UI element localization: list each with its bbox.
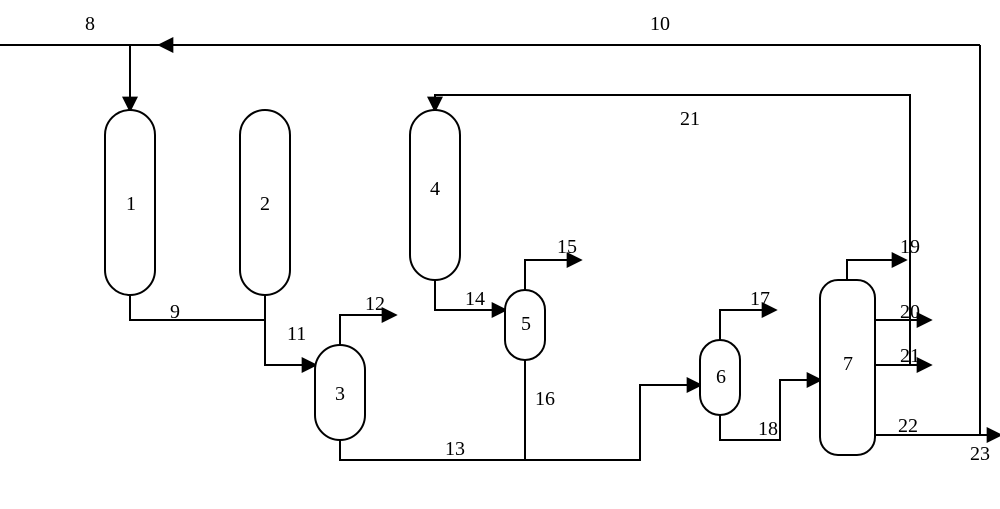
label-l12: 12 [365,293,385,315]
label-l23: 23 [970,443,990,465]
flow-e15 [525,260,580,290]
label-l16: 16 [535,388,555,410]
label-l11: 11 [287,323,306,345]
flow-e12 [340,315,395,345]
label-l20: 20 [900,301,920,323]
label-l21a: 21 [680,108,700,130]
flow-e13 [340,385,700,460]
label-n4: 4 [430,178,440,200]
label-l22: 22 [898,415,918,437]
label-n3: 3 [335,383,345,405]
label-l14: 14 [465,288,485,310]
label-l15: 15 [557,236,577,258]
process-flow-diagram: 123456789101112131415161718192021212223 [0,0,1000,509]
label-l9: 9 [170,301,180,323]
label-l17: 17 [750,288,770,310]
flow-e17 [720,310,775,340]
flow-e19 [847,260,905,280]
label-l18: 18 [758,418,778,440]
label-n1: 1 [126,193,136,215]
label-l13: 13 [445,438,465,460]
label-l8: 8 [85,13,95,35]
label-l19: 19 [900,236,920,258]
label-n6: 6 [716,366,726,388]
label-n2: 2 [260,193,270,215]
vessels [105,110,875,455]
label-l10: 10 [650,13,670,35]
label-l21b: 21 [900,345,920,367]
label-n5: 5 [521,313,531,335]
label-n7: 7 [843,353,853,375]
